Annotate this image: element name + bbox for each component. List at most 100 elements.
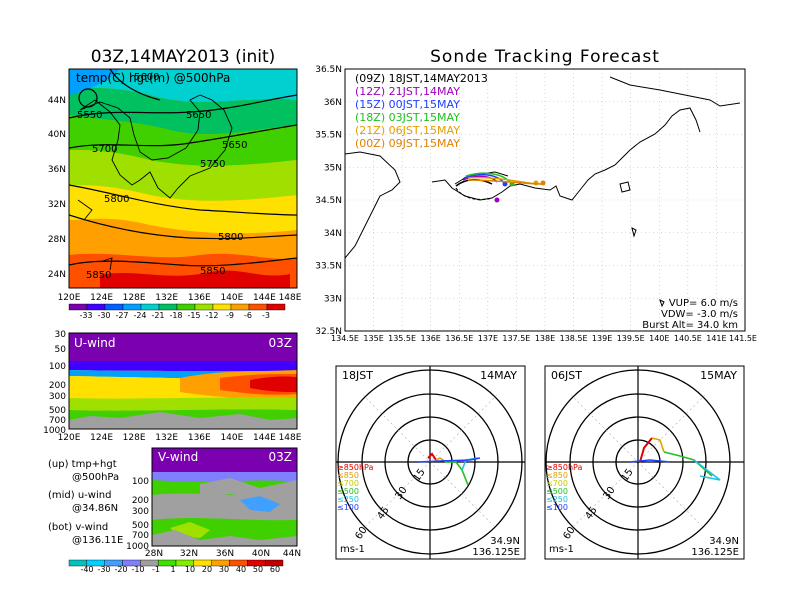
u-wind-panel: U-wind 03Z 30 50 100 200 300 500 700 100… (43, 330, 302, 443)
u-wind-time: 03Z (269, 336, 293, 350)
map-label: temp(C) hgt(m) @500hPa (76, 71, 230, 85)
colorbar-swatch (122, 303, 142, 311)
y-tick-label: 50 (55, 345, 67, 355)
colorbar-label: -12 (205, 311, 218, 320)
x-tick-label: 40N (252, 549, 270, 559)
hodograph-right: 06JST 15MAY 15 30 45 60 ≥850hPa ≤850 ≤70… (544, 365, 745, 560)
y-tick-label: 300 (49, 392, 66, 402)
colorbar-swatch (86, 303, 106, 311)
hodo-lat: 34.9N (490, 536, 520, 547)
y-tick-label: 100 (49, 362, 66, 372)
colorbar-label: -6 (244, 311, 252, 320)
hodo-lat: 34.9N (709, 536, 739, 547)
y-tick-label: 200 (132, 496, 149, 506)
colorbar-label: 10 (185, 565, 195, 574)
level-legend: ≤850 (546, 471, 568, 480)
x-tick-label: 128E (123, 433, 146, 443)
level-legend: ≥850hPa (546, 463, 583, 472)
colorbar-label: -27 (115, 311, 128, 320)
colorbar-label: -15 (187, 311, 200, 320)
x-tick-label: 139.5E (617, 334, 645, 343)
x-tick-label: 148E (279, 433, 302, 443)
x-tick-label: 44N (283, 549, 301, 559)
track-legend: (09Z) 18JST,14MAY2013 (12Z) 21JST,14MAY … (355, 72, 488, 150)
hodograph-left: 18JST 14MAY 15 30 45 60 ≥850hPa ≤850 ≤70… (335, 365, 526, 560)
hodo-lon: 136.125E (691, 547, 739, 558)
x-tick-label: 141.5E (729, 334, 757, 343)
x-tick-label: 120E (58, 293, 81, 303)
colorbar-swatch (194, 303, 214, 311)
colorbar-swatch (68, 303, 88, 311)
y-tick-label: 700 (49, 416, 66, 426)
colorbar-swatch (176, 303, 196, 311)
y-tick-label: 36N (324, 98, 342, 108)
hodo-unit: ms-1 (340, 544, 365, 555)
x-tick-label: 136.5E (445, 334, 473, 343)
level-legend: ≥850hPa (337, 463, 374, 472)
x-tick-label: 134.5E (331, 334, 359, 343)
colorbar-label: -30 (97, 565, 110, 574)
contour-label: 5650 (186, 110, 211, 121)
level-legend: ≤700 (337, 479, 359, 488)
contour-label: 5550 (77, 110, 102, 121)
level-legend: ≤250 (546, 495, 568, 504)
x-tick-label: 148E (279, 293, 302, 303)
colorbar-swatch (266, 303, 286, 311)
y-tick-label: 100 (132, 477, 149, 487)
colorbar-swatch (140, 303, 160, 311)
level-legend: ≤250 (337, 495, 359, 504)
level-legend: ≤500 (337, 487, 359, 496)
legend-entry: (12Z) 21JST,14MAY (355, 85, 460, 98)
u-wind-label: U-wind (74, 336, 115, 350)
hodo-date: 14MAY (480, 369, 517, 382)
x-tick-label: 135.5E (388, 334, 416, 343)
colorbar-label: -24 (133, 311, 146, 320)
colorbar-label: -1 (152, 565, 160, 574)
y-tick-label: 34.5N (315, 196, 342, 206)
note-line: @34.86N (72, 503, 118, 514)
x-tick-label: 136E (188, 433, 211, 443)
colorbar-label: 50 (253, 565, 263, 574)
colorbar-swatch (104, 303, 124, 311)
v-wind-time: 03Z (269, 450, 293, 464)
y-tick-label: 44N (48, 96, 66, 106)
hodo-time: 06JST (551, 369, 582, 382)
hodo-date: 15MAY (700, 369, 737, 382)
x-tick-label: 28N (145, 549, 163, 559)
y-tick-label: 500 (49, 406, 66, 416)
legend-entry: (21Z) 06JST,15MAY (355, 124, 460, 137)
y-tick-label: 200 (49, 381, 66, 391)
level-legend: ≤700 (546, 479, 568, 488)
right-title: Sonde Tracking Forecast (430, 47, 660, 67)
param-line: VDW= -3.0 m/s (661, 309, 738, 320)
colorbar-label: 1 (170, 565, 175, 574)
y-tick-label: 33.5N (315, 262, 342, 272)
y-tick-label: 36.5N (315, 65, 342, 75)
x-tick-label: 124E (90, 293, 113, 303)
y-tick-label: 32.5N (315, 327, 342, 337)
x-tick-label: 137.5E (502, 334, 530, 343)
x-tick-label: 140E (220, 293, 243, 303)
y-tick-label: 1000 (126, 542, 149, 552)
contour-label: 5850 (86, 270, 111, 281)
x-tick-label: 138.5E (560, 334, 588, 343)
colorbar-label: -40 (80, 565, 93, 574)
y-tick-label: 300 (132, 507, 149, 517)
track-end-marker (502, 181, 508, 187)
x-tick-label: 132E (155, 293, 178, 303)
y-tick-label: 33N (324, 294, 342, 304)
legend-entry: (18Z) 03JST,15MAY (355, 111, 460, 124)
contour-label: 5650 (222, 140, 247, 151)
hodo-trace-100 (417, 457, 481, 463)
hodo-trace-low (639, 437, 653, 463)
y-tick-label: 35.5N (315, 131, 342, 141)
contour-label: 5800 (218, 232, 243, 243)
hodo-lon: 136.125E (472, 547, 520, 558)
hodo-trace-850 (651, 437, 665, 453)
wind-colorbar: -40 -30 -20 -10 -1 1 10 20 30 40 50 60 (68, 559, 284, 574)
x-tick-label: 128E (123, 293, 146, 303)
x-tick-label: 124E (90, 433, 113, 443)
x-tick-label: 140E (220, 433, 243, 443)
x-tick-label: 135E (363, 334, 383, 343)
